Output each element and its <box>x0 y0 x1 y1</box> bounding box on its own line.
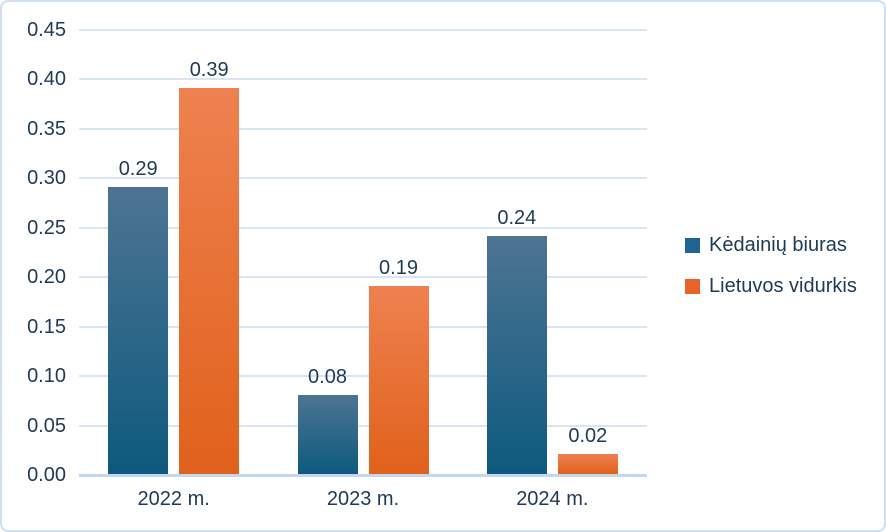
bar-lietuvos-vidurkis-2024-m <box>557 454 618 474</box>
y-tick-label-0.35: 0.35 <box>27 117 66 140</box>
bar-kėdainių-biuras-2023-m <box>297 394 358 474</box>
value-label-lietuvos-vidurkis-2024-m: 0.02 <box>568 425 608 448</box>
gridline-0.30 <box>79 177 647 179</box>
y-tick-label-0.30: 0.30 <box>27 167 66 189</box>
x-tick-label-2022-m: 2022 m. <box>137 488 210 510</box>
legend-marker-orange-icon <box>685 278 700 294</box>
y-tick-label-0.00: 0.00 <box>27 464 66 486</box>
y-tick-label-0.15: 0.15 <box>27 315 66 338</box>
gridline-0.10 <box>79 375 647 377</box>
x-tick-label-2023-m: 2023 m. <box>326 488 400 510</box>
gridline-0.40 <box>79 78 647 80</box>
y-tick-label-0.25: 0.25 <box>27 216 66 239</box>
x-tick-label-2024-m: 2024 m. <box>516 488 589 510</box>
bar-lietuvos-vidurkis-2022-m <box>179 87 240 474</box>
gridline-0.35 <box>79 127 647 130</box>
bar-kėdainių-biuras-2024-m <box>486 236 547 474</box>
bar-lietuvos-vidurkis-2023-m <box>368 285 429 474</box>
legend-label-lietuvos-vidurkis: Lietuvos vidurkis <box>709 274 857 297</box>
value-label-lietuvos-vidurkis-2022-m: 0.39 <box>189 58 229 81</box>
gridline-0.25 <box>79 226 647 229</box>
y-tick-label-0.05: 0.05 <box>27 414 66 437</box>
y-tick-label-0.45: 0.45 <box>27 18 66 41</box>
legend-marker-blue-icon <box>685 237 700 253</box>
gridline-0.45 <box>79 28 647 31</box>
value-label-kėdainių-biuras-2024-m: 0.24 <box>497 207 537 230</box>
legend: Kėdainių biuras Lietuvos vidurkis <box>685 233 857 315</box>
gridline-0.00 <box>79 474 647 477</box>
value-label-kėdainių-biuras-2022-m: 0.29 <box>118 157 158 180</box>
y-tick-label-0.20: 0.20 <box>27 266 66 288</box>
bar-kėdainių-biuras-2022-m <box>108 186 169 474</box>
y-tick-label-0.10: 0.10 <box>27 365 66 387</box>
y-tick-label-0.40: 0.40 <box>27 68 66 90</box>
value-label-lietuvos-vidurkis-2023-m: 0.19 <box>379 256 418 279</box>
gridline-0.05 <box>79 424 647 427</box>
gridline-0.15 <box>79 325 647 328</box>
value-label-kėdainių-biuras-2023-m: 0.08 <box>308 365 347 388</box>
plot-area: 0.29 0.39 2022 m. 0.08 0.19 2023 m. 0.24 0.02 20… <box>79 28 647 510</box>
legend-label-kedainiu-biuras: Kėdainių biuras <box>709 233 847 256</box>
gridline-0.20 <box>79 276 647 278</box>
legend-item-kedainiu-biuras: Kėdainių biuras <box>685 233 857 257</box>
legend-item-lietuvos-vidurkis: Lietuvos vidurkis <box>685 274 857 298</box>
